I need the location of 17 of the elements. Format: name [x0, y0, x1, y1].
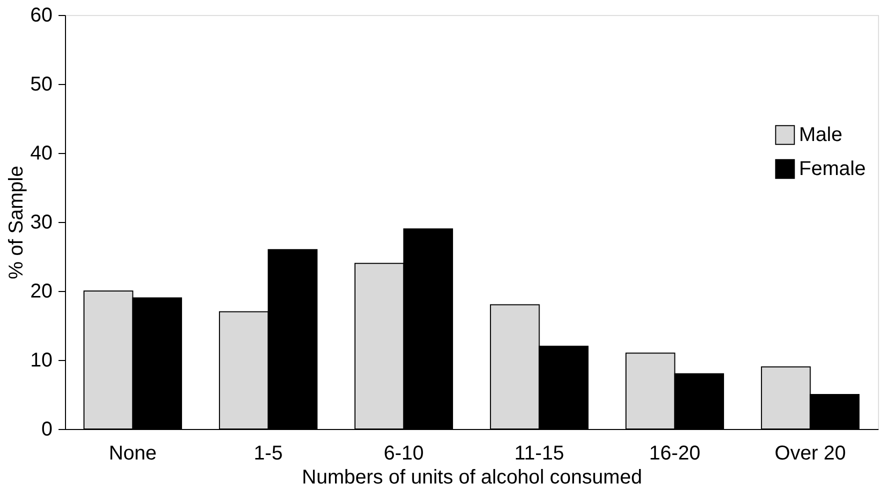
x-tick-label: 11-15	[514, 442, 564, 464]
x-tick-label: 16-20	[649, 442, 700, 464]
x-axis-title: Numbers of units of alcohol consumed	[302, 466, 642, 488]
y-tick-label: 50	[30, 74, 52, 96]
x-tick-label: None	[108, 442, 157, 464]
legend-label: Male	[799, 124, 842, 146]
y-tick-label: 0	[41, 418, 52, 440]
y-tick-label: 60	[30, 4, 52, 26]
legend-label: Female	[799, 158, 866, 180]
y-tick-label: 40	[30, 142, 52, 164]
y-axis-title: % of Sample	[5, 166, 28, 280]
x-tick-label: 1-5	[254, 442, 283, 464]
x-tick-label: 6-10	[384, 442, 424, 464]
x-tick-label: Over 20	[774, 442, 846, 464]
y-tick-label: 30	[30, 212, 52, 234]
y-tick-label: 10	[30, 350, 52, 372]
y-tick-label: 20	[30, 280, 52, 302]
